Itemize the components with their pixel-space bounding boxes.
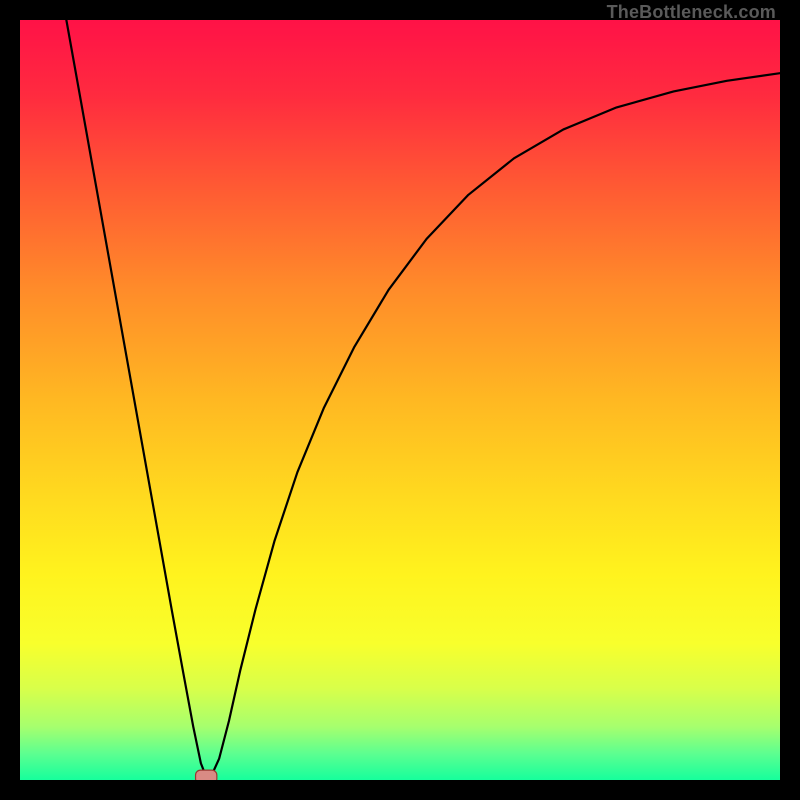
bottleneck-marker bbox=[196, 770, 217, 780]
chart-frame: TheBottleneck.com bbox=[0, 0, 800, 800]
chart-plot bbox=[20, 20, 780, 780]
